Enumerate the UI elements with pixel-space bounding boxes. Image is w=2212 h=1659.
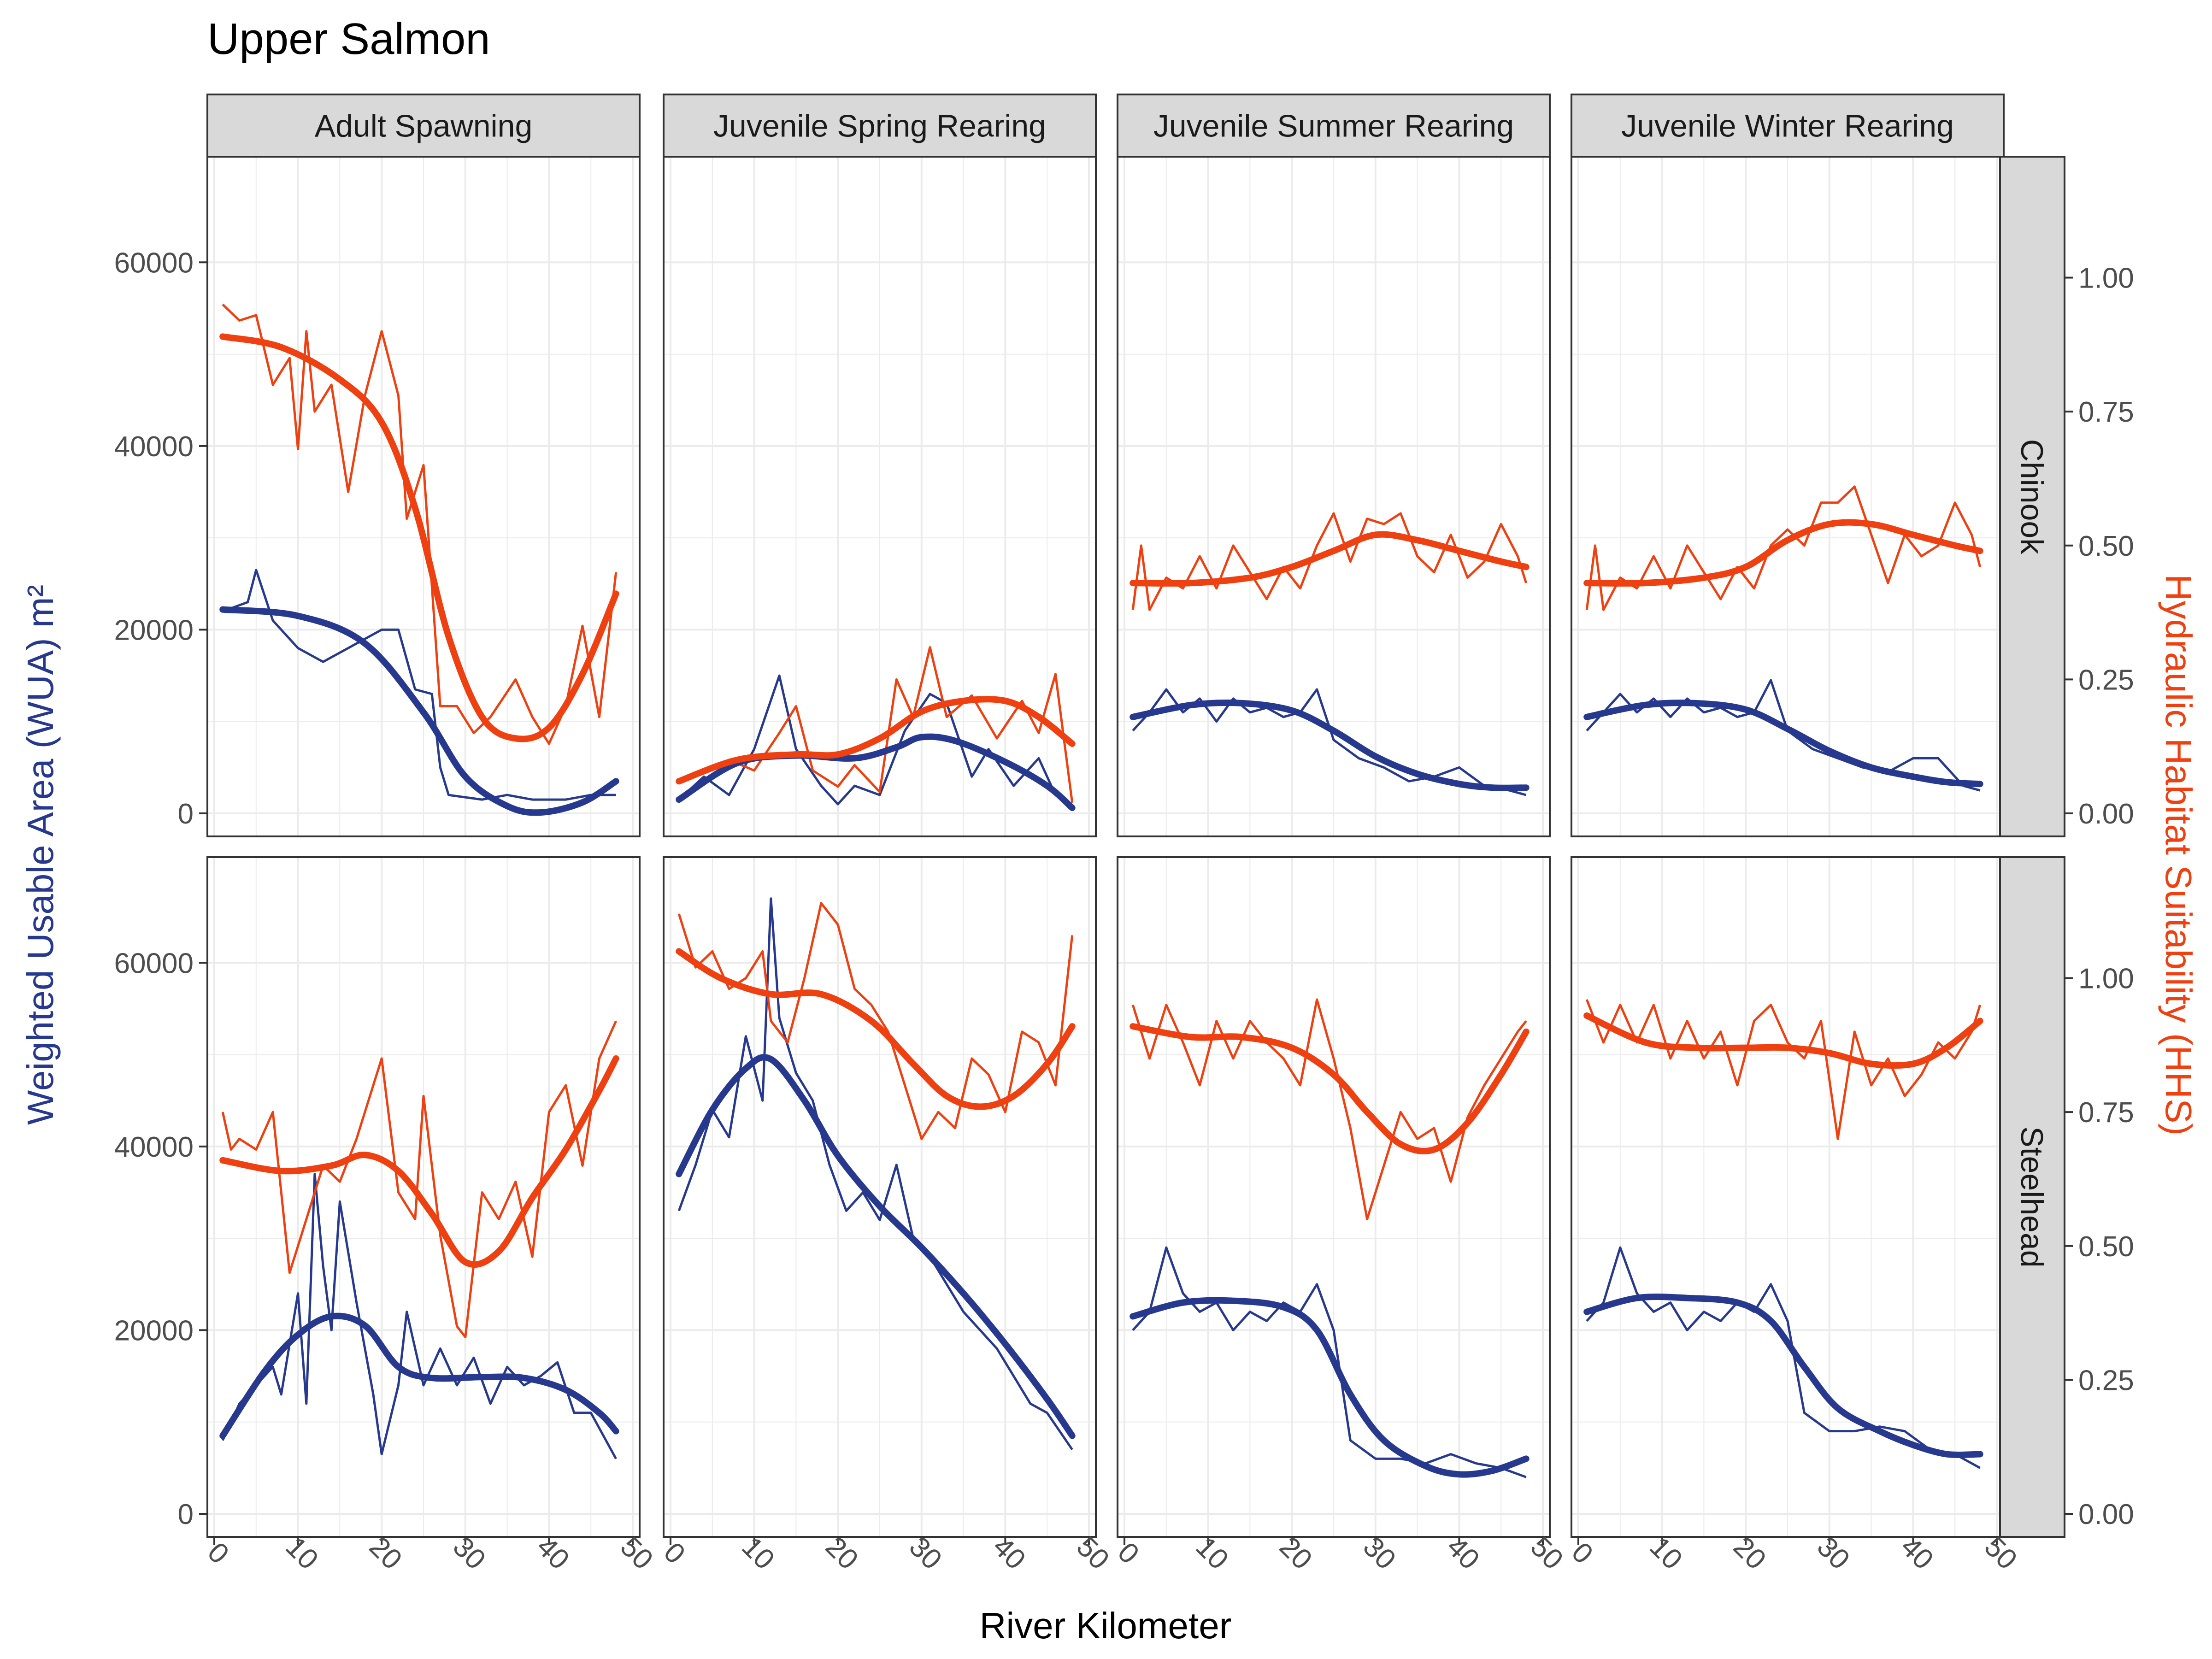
facet-strip-label: Juvenile Spring Rearing (713, 109, 1046, 144)
facet-strip-column (1571, 94, 2005, 158)
y-tick-label-right: 0.50 (2078, 1231, 2134, 1263)
x-tick-label: 0 (658, 1536, 691, 1570)
facet-strip-row (1999, 856, 2065, 1538)
y-tick-label-left: 0 (178, 1499, 194, 1530)
y-tick-label-right: 0.75 (2078, 396, 2134, 428)
y-tick-label-left: 0 (178, 798, 194, 830)
wua-smooth-line (219, 606, 619, 816)
y-tick-label-right: 0.25 (2078, 664, 2134, 696)
y-tick-label-right: 0.75 (2078, 1097, 2134, 1129)
x-tick-label: 0 (1112, 1536, 1145, 1570)
y-tick-label-left: 60000 (114, 947, 194, 979)
facet-strip-column (663, 94, 1097, 158)
x-tick-label: 0 (1565, 1536, 1599, 1570)
wua-raw-line (222, 569, 616, 801)
hhs-raw-line (1585, 999, 1982, 1140)
hhs-smooth-line (676, 948, 1076, 1110)
facet-strip-column (1117, 94, 1551, 158)
y-tick-label-right: 1.00 (2078, 263, 2134, 294)
y-tick-label-right: 0.00 (2078, 1499, 2134, 1530)
facet-strip-label: Adult Spawning (315, 109, 533, 144)
y-tick-label-right: 0.00 (2078, 798, 2134, 830)
hhs-smooth-line (1583, 519, 1983, 587)
y-axis-title-left: Weighted Usable Area (WUA) m² (20, 585, 61, 1125)
hhs-raw-line (677, 902, 1074, 1140)
x-tick-label: 0 (201, 1536, 235, 1570)
wua-raw-line (677, 897, 1073, 1450)
wua-smooth-line (219, 1312, 619, 1439)
facet-strip-column (206, 94, 641, 158)
facet-strip-label: Steelhead (2014, 1126, 2049, 1267)
facet-strip-row (1999, 156, 2065, 837)
hhs-raw-line (222, 303, 618, 745)
wua-smooth-line (1583, 1294, 1983, 1458)
y-tick-label-left: 40000 (114, 1131, 194, 1163)
chart-title: Upper Salmon (207, 14, 490, 64)
hhs-smooth-line (219, 333, 619, 742)
hhs-smooth-line (1583, 1012, 1983, 1069)
y-tick-label-left: 20000 (114, 614, 194, 646)
y-tick-label-right: 0.25 (2078, 1365, 2134, 1396)
y-tick-label-left: 40000 (114, 431, 194, 463)
panel-border (206, 856, 641, 1538)
hhs-raw-line (1131, 998, 1527, 1221)
hhs-smooth-line (219, 1055, 619, 1268)
hhs-smooth-line (1130, 531, 1530, 587)
wua-smooth-line (1583, 700, 1983, 788)
y-tick-label-right: 1.00 (2078, 963, 2134, 995)
panel-border (1117, 856, 1551, 1538)
x-axis-title: River Kilometer (980, 1605, 1232, 1646)
facet-strip-label: Juvenile Summer Rearing (1153, 109, 1514, 144)
panel-border (663, 856, 1097, 1538)
facet-strip-label: Juvenile Winter Rearing (1621, 109, 1954, 144)
hhs-smooth-line (676, 696, 1076, 785)
hhs-smooth-line (1130, 1023, 1530, 1154)
y-tick-label-left: 20000 (114, 1315, 194, 1347)
facet-strip-label: Chinook (2014, 439, 2049, 554)
wua-raw-line (678, 674, 1073, 810)
wua-smooth-line (1130, 699, 1530, 791)
wua-smooth-line (676, 1054, 1076, 1439)
y-tick-label-left: 60000 (114, 247, 194, 279)
y-axis-title-right: Hydraulic Habitat Suitability (HHS) (2158, 574, 2199, 1135)
wua-smooth-line (1130, 1297, 1530, 1478)
y-tick-label-right: 0.50 (2078, 530, 2134, 562)
